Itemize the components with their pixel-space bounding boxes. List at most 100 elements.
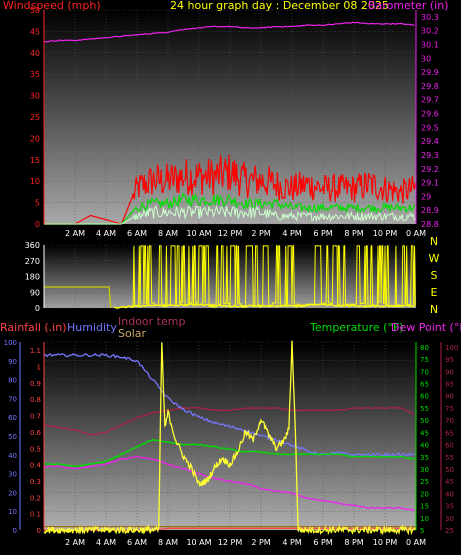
temperature-tick-label: 10 — [420, 515, 429, 523]
x-tick-label: 8 PM — [344, 229, 363, 238]
direction-initial-line — [44, 286, 112, 309]
indoor-tick-label: 40 — [445, 490, 454, 498]
direction-series — [44, 245, 416, 309]
indoor-tick-label: 85 — [445, 381, 454, 389]
temperature-line — [43, 438, 415, 468]
rain-tick-label: 1 — [37, 364, 41, 372]
humidity-tick-label: 10 — [8, 508, 17, 516]
humidity-line — [43, 352, 415, 458]
indoor-tick-label: 100 — [445, 344, 458, 352]
direction-tick-label: 90 — [30, 288, 40, 297]
windspeed-axis-label: Windspeed (mph) — [3, 0, 101, 12]
humidity-axis-label: Humidity — [67, 321, 117, 334]
indoor-tick-label: 80 — [445, 393, 454, 401]
compass-label: W — [429, 252, 440, 265]
x-tick-label: 10 PM — [373, 229, 398, 238]
barometer-tick-label: 29.7 — [421, 96, 439, 105]
temperature-tick-label: 40 — [420, 442, 429, 450]
x-tick-label: 4 AM — [96, 229, 116, 238]
rain-tick-label: 0.3 — [30, 478, 41, 486]
barometer-tick-label: 29.4 — [421, 137, 439, 146]
x-tick-label: 0 AM — [406, 229, 426, 238]
rain-tick-label: 0.1 — [30, 511, 41, 519]
humidity-tick-label: 20 — [8, 489, 17, 497]
temperature-tick-label: 30 — [420, 466, 429, 474]
wind-tick-label: 40 — [30, 49, 40, 58]
indoor-temp-line — [43, 406, 415, 436]
barometer-right-ticks: 28.8 28.9 29 29.1 29.2 29.3 29.4 29.5 29.6 29.7 29… — [421, 13, 439, 229]
temperature-tick-label: 65 — [420, 381, 429, 389]
rain-ticks: 0 0.1 0.2 0.3 0.4 0.5 0.6 0.7 0.8 0.9 1 1.1 — [30, 347, 42, 535]
compass-label: E — [431, 286, 438, 299]
rain-tick-label: 0.6 — [30, 429, 42, 437]
x-tick-label: 6 PM — [313, 538, 332, 547]
direction-tick-label: 180 — [25, 273, 40, 282]
rain-tick-label: 1.1 — [30, 347, 41, 355]
rain-tick-label: 0.2 — [30, 494, 41, 502]
temperature-tick-label: 75 — [420, 356, 429, 364]
wind-tick-label: 35 — [30, 70, 40, 79]
temperature-tick-label: 20 — [420, 490, 429, 498]
wind-left-ticks: 0 5 10 15 20 25 30 35 40 45 50 — [30, 6, 40, 229]
temp-x-ticks: 2 AM 4 AM 6 AM 8 AM 10 AM 12 PM 2 PM 4 PM 6 PM 8 … — [65, 538, 426, 547]
temperature-tick-label: 50 — [420, 417, 429, 425]
wind-tick-label: 10 — [30, 177, 40, 186]
wind-tick-label: 45 — [30, 27, 40, 36]
humidity-ticks: 0 10 20 30 40 50 60 70 80 90 100 — [4, 339, 17, 535]
barometer-tick-label: 29.2 — [421, 165, 439, 174]
wind-tick-label: 50 — [30, 6, 40, 15]
indoor-tick-label: 50 — [445, 466, 454, 474]
barometer-line — [43, 21, 415, 43]
compass-label: S — [431, 269, 438, 282]
x-tick-label: 6 AM — [127, 229, 147, 238]
barometer-tick-label: 30.3 — [421, 13, 439, 22]
x-tick-label: 10 AM — [186, 229, 211, 238]
indoor-tick-label: 65 — [445, 429, 454, 437]
indoor-tick-label: 55 — [445, 454, 454, 462]
wind-tick-label: 25 — [30, 113, 40, 122]
x-tick-label: 2 AM — [65, 229, 85, 238]
x-tick-label: 10 PM — [373, 538, 398, 547]
wind-tick-label: 0 — [35, 220, 40, 229]
direction-tick-label: 270 — [25, 257, 40, 266]
temp-series — [43, 340, 416, 536]
indoor-tick-label: 95 — [445, 356, 454, 364]
direction-left-ticks: 0 90 180 270 360 — [25, 241, 40, 313]
barometer-tick-label: 28.8 — [421, 220, 439, 229]
direction-line — [130, 245, 416, 309]
x-tick-label: 8 PM — [344, 538, 363, 547]
humidity-tick-label: 80 — [8, 377, 17, 385]
compass-label: N — [430, 303, 438, 316]
barometer-tick-label: 30.2 — [421, 27, 439, 36]
x-tick-label: 6 AM — [127, 538, 147, 547]
temperature-tick-label: 70 — [420, 368, 429, 376]
indoor-tick-label: 35 — [445, 503, 454, 511]
x-tick-label: 2 PM — [251, 229, 270, 238]
barometer-tick-label: 29.9 — [421, 68, 439, 77]
temperature-tick-label: 45 — [420, 429, 429, 437]
x-tick-label: 4 PM — [282, 538, 301, 547]
indoor-ticks: 25 30 35 40 45 50 55 60 65 70 75 80 85 90 95 100 — [445, 344, 458, 535]
wind-tick-label: 15 — [30, 156, 40, 165]
rainfall-axis-label: Rainfall (.in) — [0, 321, 67, 334]
wind-x-ticks: 2 AM 4 AM 6 AM 8 AM 10 AM 12 PM 2 PM 4 PM 6 PM 8 … — [65, 229, 426, 238]
rain-tick-label: 0.9 — [30, 380, 41, 388]
temperature-ticks: 5 10 15 20 25 30 35 40 45 50 55 60 65 70 75 80 — [420, 344, 429, 535]
barometer-tick-label: 29.6 — [421, 110, 439, 119]
humidity-tick-label: 60 — [8, 414, 17, 422]
indoor-tick-label: 25 — [445, 527, 454, 535]
indoor-tick-label: 30 — [445, 515, 454, 523]
x-tick-label: 2 PM — [251, 538, 270, 547]
x-tick-label: 4 AM — [96, 538, 116, 547]
humidity-tick-label: 70 — [8, 395, 17, 403]
x-tick-label: 6 PM — [313, 229, 332, 238]
x-tick-label: 12 PM — [218, 229, 243, 238]
humidity-tick-label: 50 — [8, 433, 17, 441]
direction-tick-label: 360 — [25, 241, 40, 250]
temperature-tick-label: 80 — [420, 344, 429, 352]
solar-line — [43, 340, 416, 536]
x-tick-label: 8 AM — [158, 538, 178, 547]
